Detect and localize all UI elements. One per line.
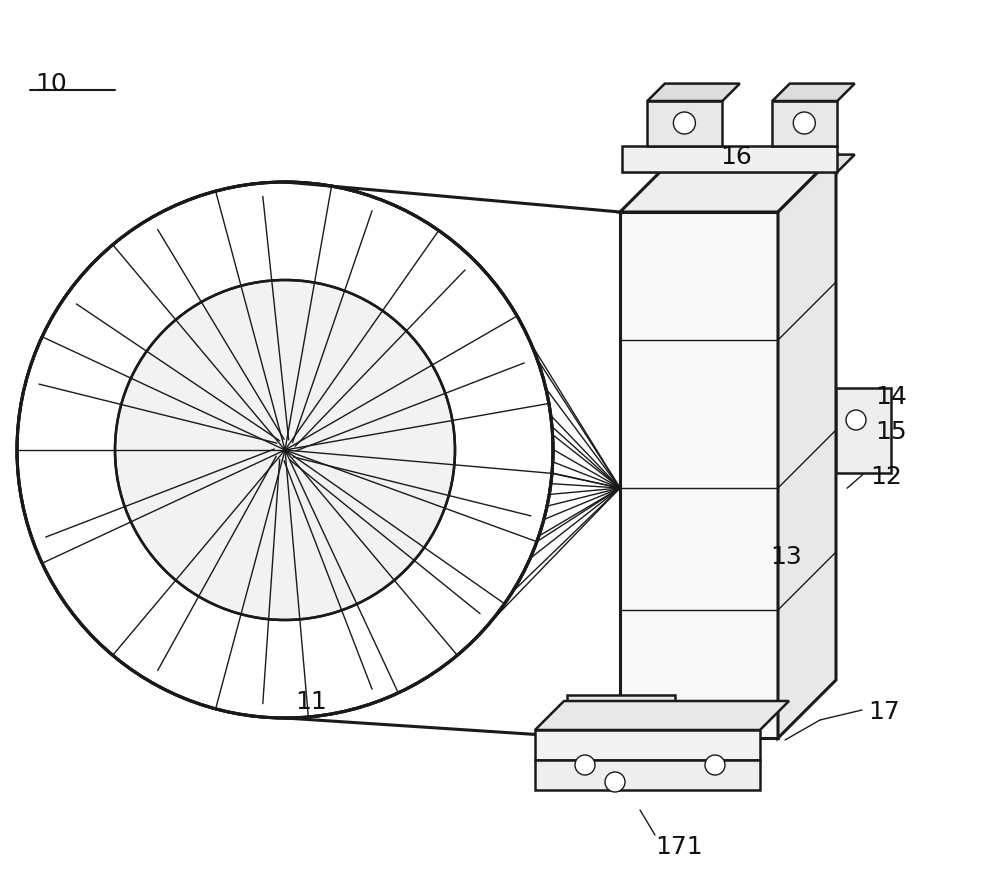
Ellipse shape bbox=[673, 112, 695, 134]
Text: 17: 17 bbox=[868, 700, 900, 724]
Polygon shape bbox=[620, 154, 836, 212]
Polygon shape bbox=[280, 182, 620, 740]
Polygon shape bbox=[836, 388, 891, 472]
Polygon shape bbox=[640, 715, 693, 738]
Ellipse shape bbox=[705, 755, 725, 775]
Text: 11: 11 bbox=[295, 690, 327, 714]
Polygon shape bbox=[572, 715, 600, 738]
Ellipse shape bbox=[605, 772, 625, 792]
Ellipse shape bbox=[115, 280, 455, 620]
Text: 13: 13 bbox=[770, 545, 802, 569]
Text: 14: 14 bbox=[875, 385, 907, 409]
Polygon shape bbox=[647, 101, 722, 146]
Polygon shape bbox=[572, 715, 623, 738]
Polygon shape bbox=[622, 146, 837, 172]
Polygon shape bbox=[772, 101, 837, 146]
Text: 15: 15 bbox=[875, 420, 907, 444]
Polygon shape bbox=[772, 84, 855, 101]
Polygon shape bbox=[647, 84, 740, 101]
Text: 16: 16 bbox=[720, 145, 752, 169]
Polygon shape bbox=[620, 212, 778, 738]
Polygon shape bbox=[535, 701, 789, 730]
Text: 171: 171 bbox=[655, 835, 703, 859]
Polygon shape bbox=[567, 695, 675, 715]
Polygon shape bbox=[778, 154, 836, 738]
Ellipse shape bbox=[575, 755, 595, 775]
Ellipse shape bbox=[17, 182, 553, 718]
Polygon shape bbox=[535, 730, 760, 760]
Polygon shape bbox=[622, 154, 855, 172]
Ellipse shape bbox=[846, 410, 866, 430]
Polygon shape bbox=[640, 715, 670, 738]
Text: 12: 12 bbox=[870, 465, 902, 489]
Text: 10: 10 bbox=[35, 72, 67, 96]
Polygon shape bbox=[535, 760, 760, 790]
Ellipse shape bbox=[793, 112, 815, 134]
